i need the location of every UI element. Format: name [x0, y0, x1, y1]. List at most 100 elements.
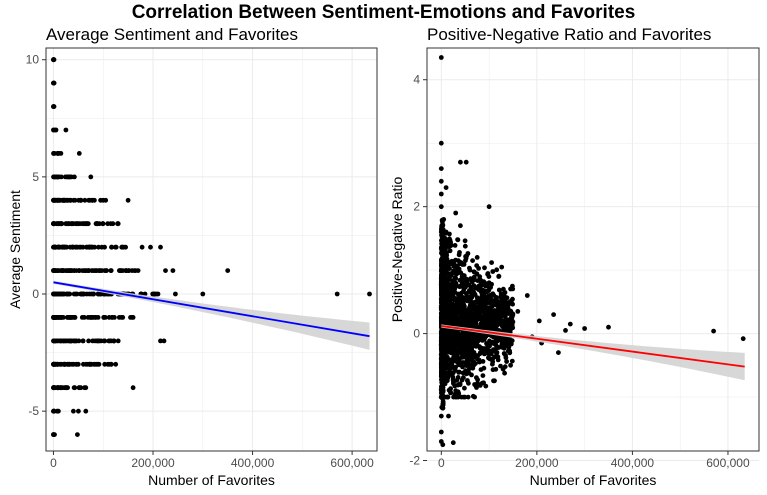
left-data-point [86, 338, 91, 344]
right-data-point [448, 242, 454, 248]
right-panel-border [426, 47, 760, 452]
right-data-point [473, 342, 479, 348]
left-data-point [106, 338, 112, 344]
right-data-point [438, 178, 444, 184]
right-data-point [486, 204, 492, 210]
right-data-point [484, 299, 490, 305]
right-data-point [480, 287, 486, 293]
right-data-point [483, 383, 489, 389]
right-data-point [469, 372, 474, 378]
right-data-point [486, 280, 492, 286]
left-panel-border [45, 47, 378, 452]
right-data-point [447, 248, 453, 254]
right-data-point [471, 301, 476, 306]
left-data-point [51, 361, 56, 367]
right-data-point [457, 308, 463, 314]
left-data-point [200, 291, 206, 297]
right-data-point [440, 305, 446, 311]
right-data-point [478, 367, 484, 372]
right-data-point [500, 302, 505, 308]
right-panel: 0 200,000 400,000 600,000 -2 0 2 4 Number of Fav… [389, 47, 760, 488]
left-data-point [57, 338, 63, 344]
right-data-point [446, 413, 451, 419]
left-data-point [51, 80, 56, 86]
left-data-point [158, 244, 163, 250]
left-data-point [51, 151, 56, 156]
left-data-point [95, 291, 101, 297]
left-data-point [161, 338, 167, 344]
left-y-tick-label: 0 [32, 287, 39, 301]
right-data-point [440, 222, 446, 228]
right-data-point [456, 347, 462, 353]
left-data-point [125, 197, 131, 203]
right-data-point [508, 362, 513, 368]
right-data-point [464, 253, 469, 259]
right-data-point [467, 267, 473, 273]
left-data-point [76, 338, 82, 344]
right-data-point [466, 380, 471, 386]
left-data-point [86, 197, 92, 203]
right-data-point [486, 287, 492, 293]
left-data-point [71, 361, 76, 367]
left-data-point [72, 197, 78, 203]
left-data-point [69, 244, 75, 250]
right-x-tick-label: 400,000 [611, 456, 655, 470]
right-data-point [480, 373, 486, 378]
right-data-point [502, 370, 507, 376]
left-data-point [65, 221, 70, 227]
right-data-point [465, 319, 471, 325]
left-data-point [96, 244, 101, 250]
left-data-point [72, 174, 77, 180]
left-x-tick-label: 600,000 [330, 456, 374, 470]
left-data-point [78, 244, 84, 250]
right-data-point [441, 217, 447, 222]
right-data-point [447, 372, 453, 377]
right-data-point [556, 350, 561, 355]
right-data-point [490, 361, 495, 367]
left-data-point [76, 197, 82, 203]
right-data-point [462, 238, 468, 244]
left-data-point [130, 385, 136, 391]
right-data-point [464, 337, 470, 343]
right-data-point [504, 359, 509, 364]
left-data-point [75, 432, 80, 437]
right-data-point [478, 350, 483, 355]
right-data-point [465, 369, 470, 375]
left-data-point [91, 361, 97, 367]
left-data-point [51, 221, 56, 227]
right-data-point [442, 236, 448, 241]
left-data-point [148, 244, 153, 250]
right-data-point [463, 280, 468, 285]
right-data-point [471, 350, 477, 355]
right-data-point [444, 378, 450, 384]
left-data-point [51, 291, 56, 297]
right-y-tick-label: 4 [413, 73, 420, 87]
left-data-point [126, 268, 131, 273]
right-data-point [606, 324, 611, 330]
left-data-point [89, 197, 95, 203]
right-data-point [507, 350, 513, 356]
right-data-point [488, 309, 493, 314]
right-data-point [451, 357, 457, 362]
right-data-point [458, 223, 463, 229]
right-data-point [439, 264, 445, 270]
left-fit-line [53, 281, 370, 338]
right-data-point [493, 350, 499, 355]
left-data-point [225, 268, 231, 273]
right-data-point [440, 253, 446, 258]
right-data-point [463, 330, 468, 336]
left-y-axis-title: Average Sentiment [7, 190, 23, 309]
left-data-point [82, 197, 88, 203]
left-data-point [63, 127, 69, 133]
right-data-point [456, 391, 462, 396]
left-data-point [158, 338, 163, 344]
right-data-point [440, 442, 446, 448]
right-data-point [457, 250, 462, 255]
left-data-point [71, 291, 77, 297]
right-data-point [470, 258, 475, 263]
right-data-point [490, 326, 495, 332]
right-data-point [438, 55, 444, 60]
right-data-point [439, 296, 444, 302]
right-data-point [439, 292, 444, 298]
right-data-point [500, 345, 505, 350]
